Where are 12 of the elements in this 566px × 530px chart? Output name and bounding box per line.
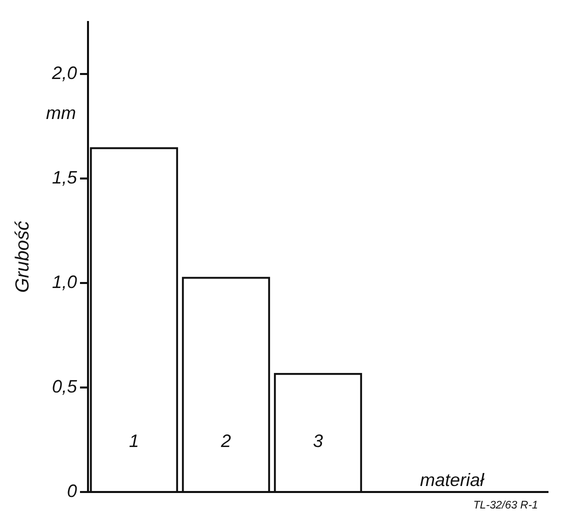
y-axis-title: Grubość bbox=[12, 220, 34, 293]
text: mm bbox=[46, 103, 76, 124]
text: TL-32/63 R-1 bbox=[473, 500, 538, 512]
x-tick-label: 1 bbox=[128, 431, 140, 451]
y-tick-label: 2,0 bbox=[50, 63, 77, 84]
x-tick-label: 2 bbox=[220, 431, 232, 451]
y-tick-label: 1,0 bbox=[52, 272, 77, 292]
x-tick-label: 3 bbox=[312, 431, 324, 451]
x-axis-title: materiał bbox=[420, 470, 486, 490]
y-tick-label: 0 bbox=[66, 481, 77, 501]
y-tick-label: 1,5 bbox=[52, 168, 78, 188]
y-tick-label: 0,5 bbox=[52, 376, 78, 397]
